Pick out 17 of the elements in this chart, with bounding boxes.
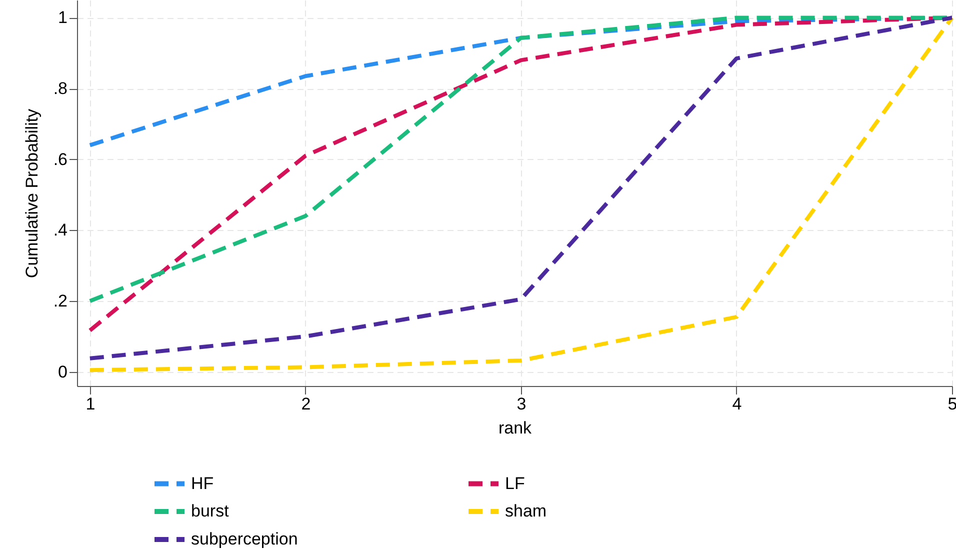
y-axis-title: Cumulative Probability: [22, 108, 42, 278]
legend-label: sham: [505, 502, 547, 520]
y-tick-label: .4: [53, 220, 68, 240]
legend-label: burst: [191, 502, 230, 520]
legend-label: HF: [191, 474, 214, 493]
x-tick-label: 2: [301, 394, 311, 414]
y-tick-label: .6: [53, 150, 68, 169]
y-tick-label: .8: [53, 79, 68, 98]
legend-label: LF: [505, 474, 525, 493]
x-axis-title: rank: [498, 418, 532, 438]
y-tick-label: 0: [58, 362, 68, 382]
x-tick-label: 1: [86, 394, 96, 414]
legend-label: subperception: [191, 530, 298, 548]
y-tick-label: 1: [58, 8, 68, 28]
y-tick-label: .2: [53, 292, 68, 311]
x-tick-label: 4: [732, 394, 742, 414]
x-tick-label: 3: [516, 394, 526, 414]
